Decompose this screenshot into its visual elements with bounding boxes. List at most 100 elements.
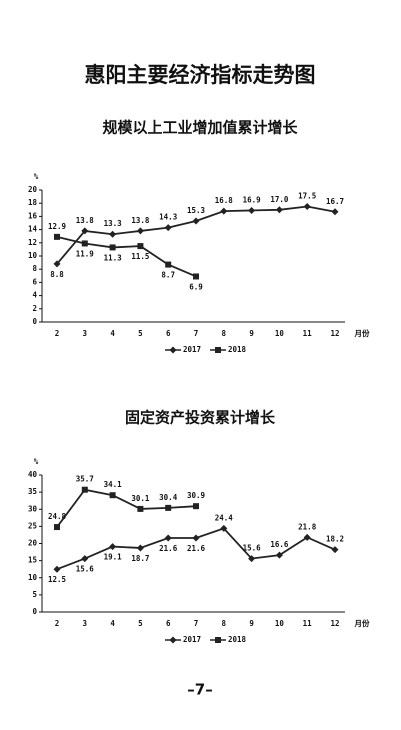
x-tick-label: 3 bbox=[83, 619, 88, 628]
y-axis-label: % bbox=[34, 172, 39, 181]
x-tick-label: 9 bbox=[249, 619, 254, 628]
x-tick-label: 3 bbox=[83, 329, 88, 338]
y-tick-label: 14 bbox=[28, 225, 38, 234]
x-tick-label: 2 bbox=[55, 329, 60, 338]
x-tick-label: 8 bbox=[222, 329, 227, 338]
marker bbox=[331, 546, 339, 554]
marker bbox=[192, 217, 200, 225]
data-label: 15.6 bbox=[76, 565, 95, 574]
data-label: 16.8 bbox=[215, 196, 234, 205]
marker bbox=[164, 224, 172, 232]
marker bbox=[53, 260, 61, 268]
data-label: 17.0 bbox=[270, 195, 289, 204]
x-tick-label: 4 bbox=[110, 619, 115, 628]
x-tick-label: 5 bbox=[138, 619, 143, 628]
series-line bbox=[56, 235, 197, 278]
marker bbox=[192, 534, 200, 542]
data-label: 15.3 bbox=[187, 206, 206, 215]
x-tick-label: 12 bbox=[330, 619, 339, 628]
x-tick-label: 9 bbox=[249, 329, 254, 338]
data-label: 19.1 bbox=[104, 553, 123, 562]
marker bbox=[136, 544, 144, 552]
y-tick-label: 16 bbox=[28, 211, 38, 220]
legend-label: 2017 bbox=[183, 345, 201, 354]
data-label: 35.7 bbox=[76, 475, 94, 484]
series-line bbox=[56, 488, 197, 528]
x-axis-label: 月份 bbox=[354, 328, 370, 338]
marker bbox=[248, 555, 256, 563]
data-label: 21.6 bbox=[187, 544, 206, 553]
marker bbox=[275, 206, 283, 214]
data-label: 8.8 bbox=[50, 270, 64, 279]
y-tick-label: 18 bbox=[28, 198, 38, 207]
y-axis-label: % bbox=[34, 457, 39, 466]
data-label: 21.6 bbox=[159, 544, 178, 553]
marker bbox=[109, 230, 117, 238]
marker bbox=[137, 505, 144, 512]
marker bbox=[193, 273, 199, 280]
x-tick-label: 5 bbox=[138, 329, 143, 338]
data-label: 18.2 bbox=[326, 535, 344, 544]
data-label: 12.9 bbox=[48, 222, 67, 231]
page-title: 惠阳主要经济指标走势图 bbox=[85, 63, 316, 87]
x-tick-label: 11 bbox=[303, 619, 313, 628]
y-tick-label: 40 bbox=[28, 470, 38, 479]
marker bbox=[215, 637, 221, 643]
x-tick-label: 6 bbox=[166, 619, 171, 628]
legend-label: 2018 bbox=[228, 345, 247, 354]
marker bbox=[193, 503, 199, 510]
marker bbox=[81, 227, 89, 235]
x-tick-label: 4 bbox=[110, 329, 115, 338]
data-label: 24.8 bbox=[48, 512, 67, 521]
data-label: 16.9 bbox=[243, 195, 262, 204]
marker bbox=[275, 551, 283, 559]
marker bbox=[169, 346, 177, 354]
data-label: 13.8 bbox=[131, 216, 150, 225]
marker bbox=[164, 534, 172, 542]
marker bbox=[136, 227, 144, 235]
data-label: 30.4 bbox=[159, 493, 178, 502]
y-tick-label: 8 bbox=[32, 264, 37, 273]
y-tick-label: 4 bbox=[32, 291, 37, 300]
x-tick-label: 7 bbox=[194, 329, 199, 338]
data-label: 12.5 bbox=[48, 575, 66, 584]
marker bbox=[109, 543, 117, 551]
marker bbox=[169, 636, 177, 644]
data-label: 16.7 bbox=[326, 197, 344, 206]
y-tick-label: 15 bbox=[28, 556, 37, 565]
y-tick-label: 2 bbox=[32, 304, 37, 313]
data-label: 6.9 bbox=[189, 282, 203, 291]
x-tick-label: 8 bbox=[222, 619, 227, 628]
data-label: 17.5 bbox=[298, 192, 316, 201]
data-label: 34.1 bbox=[104, 480, 123, 489]
data-label: 8.7 bbox=[161, 271, 175, 280]
marker bbox=[81, 555, 89, 563]
data-label: 13.3 bbox=[104, 219, 123, 228]
x-tick-label: 2 bbox=[55, 619, 60, 628]
data-label: 16.6 bbox=[270, 540, 289, 549]
x-tick-label: 6 bbox=[166, 329, 171, 338]
marker bbox=[220, 207, 228, 215]
y-tick-label: 10 bbox=[28, 573, 38, 582]
y-tick-label: 10 bbox=[28, 251, 38, 260]
chart-title: 固定资产投资累计增长 bbox=[125, 409, 276, 427]
y-tick-label: 20 bbox=[28, 185, 38, 194]
data-label: 11.3 bbox=[104, 253, 123, 262]
y-tick-label: 5 bbox=[32, 590, 37, 599]
data-label: 21.8 bbox=[298, 522, 317, 531]
y-tick-label: 6 bbox=[32, 277, 37, 286]
y-tick-label: 30 bbox=[28, 504, 38, 513]
data-label: 24.4 bbox=[215, 513, 234, 522]
marker bbox=[137, 243, 144, 250]
marker bbox=[81, 486, 88, 493]
marker bbox=[53, 565, 61, 573]
marker bbox=[215, 347, 221, 353]
marker bbox=[331, 208, 339, 216]
data-label: 11.5 bbox=[131, 252, 149, 261]
y-tick-label: 20 bbox=[28, 539, 38, 548]
series-line bbox=[56, 205, 336, 265]
data-label: 14.3 bbox=[159, 213, 178, 222]
x-tick-label: 12 bbox=[330, 329, 339, 338]
x-tick-label: 10 bbox=[275, 329, 285, 338]
